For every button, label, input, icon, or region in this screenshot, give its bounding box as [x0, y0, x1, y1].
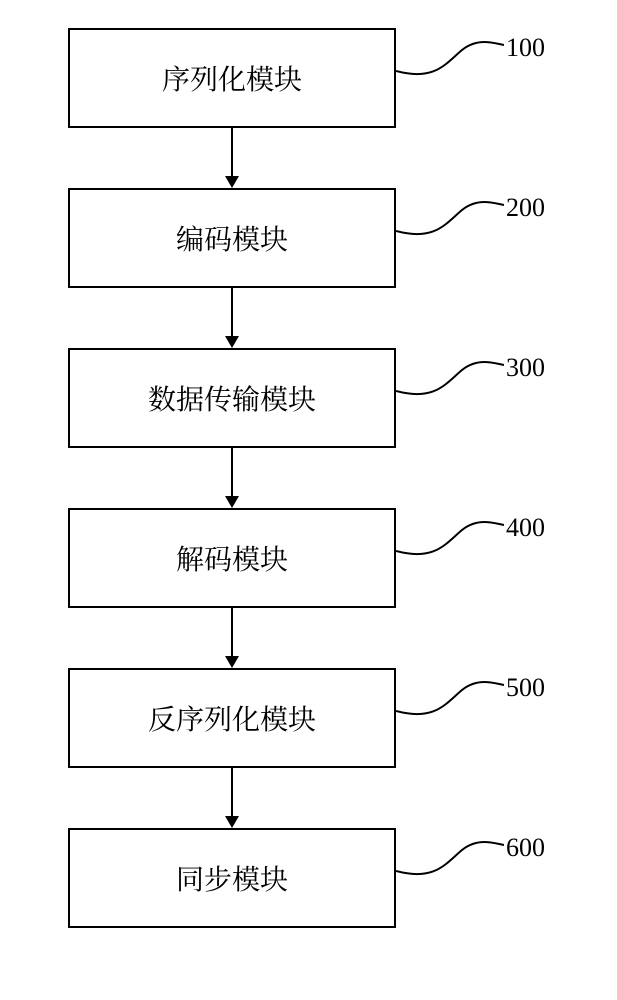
flow-node-label: 序列化模块: [162, 58, 302, 98]
flow-node-label: 同步模块: [176, 858, 288, 898]
callout-label-n5: 500: [506, 673, 545, 703]
flow-node-label: 解码模块: [176, 538, 288, 578]
callout-curve: [396, 833, 504, 893]
flowchart-canvas: 序列化模块 100 编码模块 200 数据传输模块 300 解码模块 400 反序列化模块 500…: [0, 0, 617, 1000]
edge-arrowhead: [225, 816, 239, 828]
callout-curve: [396, 673, 504, 733]
edge-line: [231, 288, 233, 336]
callout-label-n2: 200: [506, 193, 545, 223]
flow-node-n5: 反序列化模块: [68, 668, 396, 768]
flow-node-n4: 解码模块: [68, 508, 396, 608]
edge-arrowhead: [225, 336, 239, 348]
callout-label-n6: 600: [506, 833, 545, 863]
edge-line: [231, 128, 233, 176]
callout-label-n1: 100: [506, 33, 545, 63]
edge-line: [231, 768, 233, 816]
flow-node-n3: 数据传输模块: [68, 348, 396, 448]
edge-line: [231, 608, 233, 656]
callout-curve: [396, 193, 504, 253]
flow-node-n1: 序列化模块: [68, 28, 396, 128]
flow-node-label: 编码模块: [176, 218, 288, 258]
flow-node-label: 数据传输模块: [148, 378, 316, 418]
edge-arrowhead: [225, 656, 239, 668]
edge-arrowhead: [225, 176, 239, 188]
flow-node-n2: 编码模块: [68, 188, 396, 288]
callout-curve: [396, 33, 504, 93]
flow-node-label: 反序列化模块: [148, 698, 316, 738]
edge-arrowhead: [225, 496, 239, 508]
callout-label-n3: 300: [506, 353, 545, 383]
flow-node-n6: 同步模块: [68, 828, 396, 928]
callout-curve: [396, 513, 504, 573]
callout-label-n4: 400: [506, 513, 545, 543]
edge-line: [231, 448, 233, 496]
callout-curve: [396, 353, 504, 413]
